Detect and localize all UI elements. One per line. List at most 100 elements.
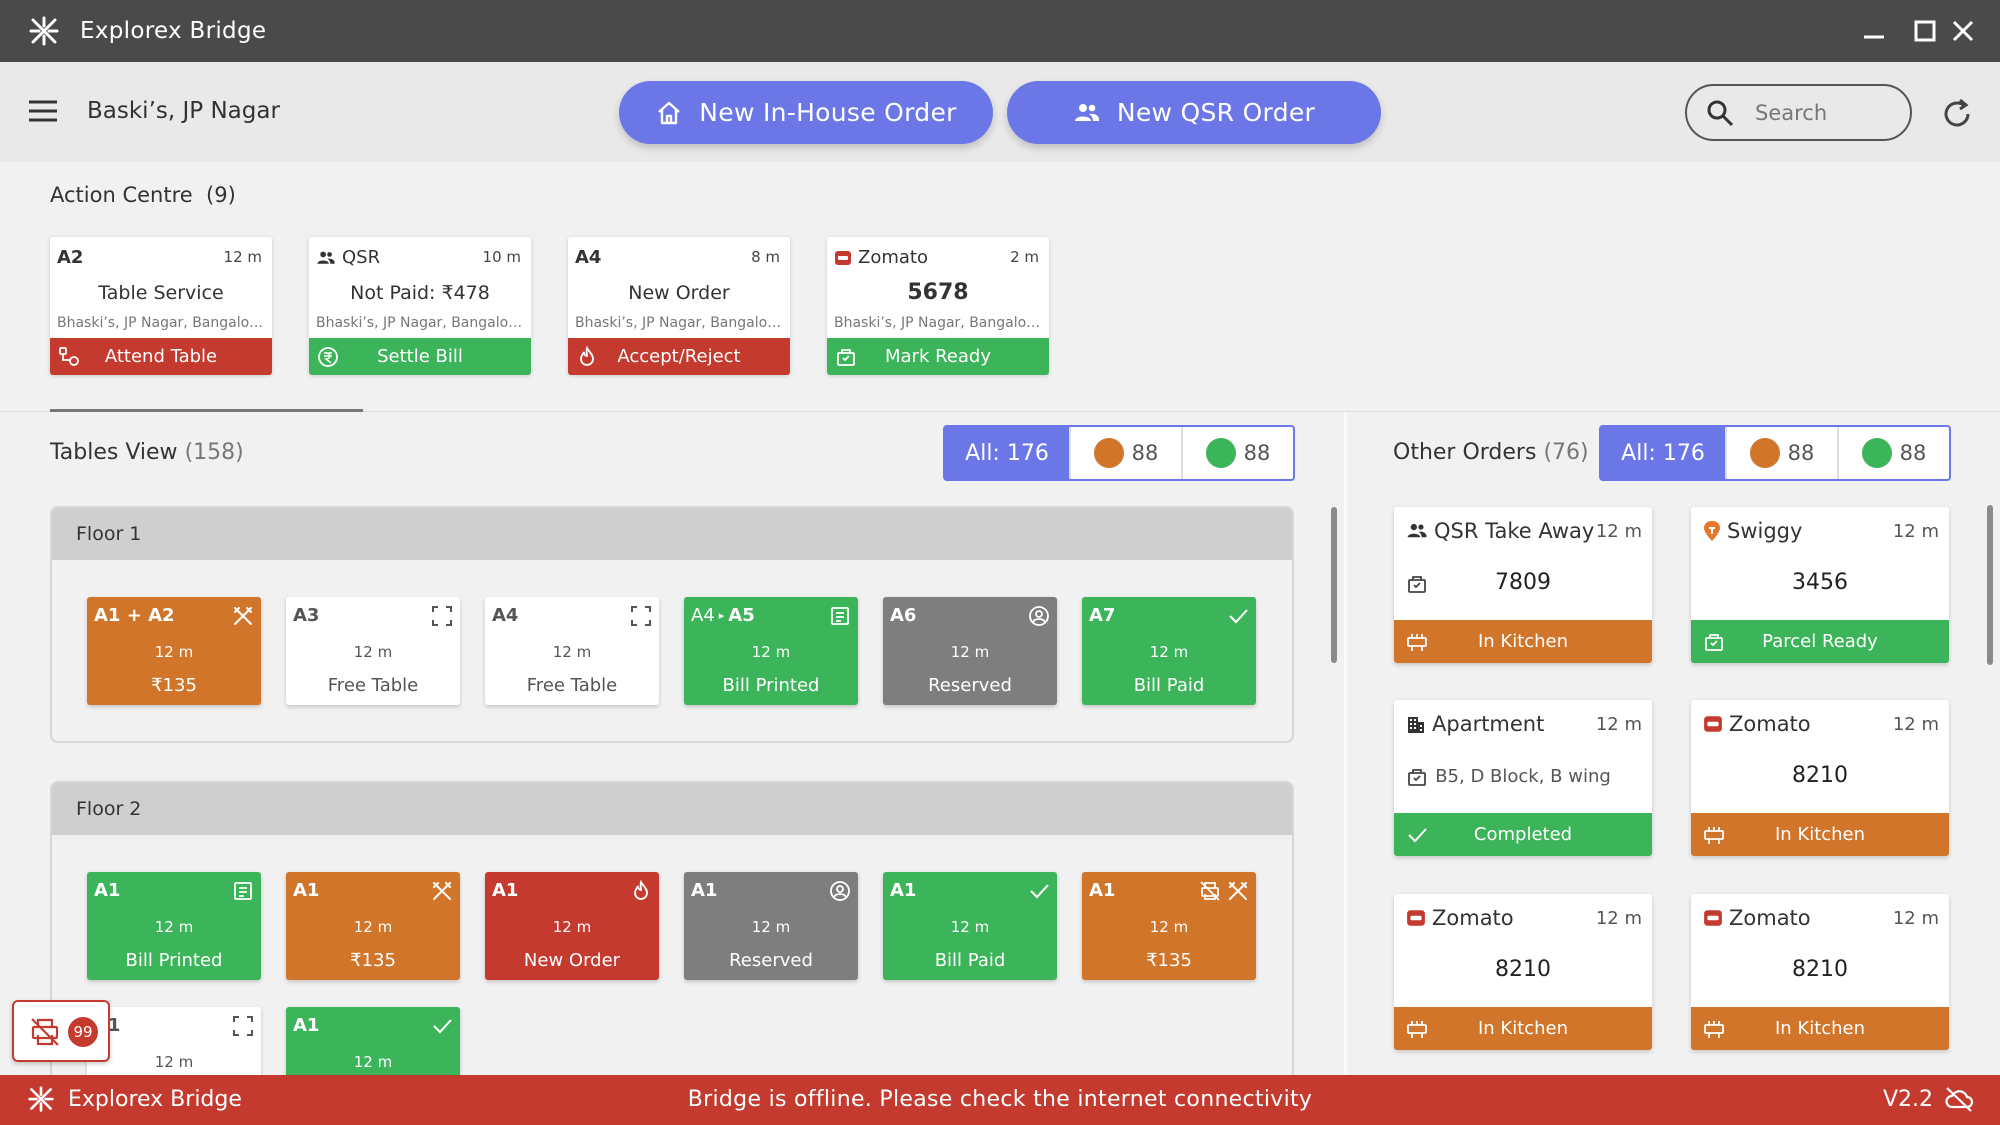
table-status: Bill Printed (722, 675, 820, 696)
table-name: A1 (1089, 880, 1116, 901)
hamburger-menu-icon[interactable] (26, 96, 60, 126)
orders-scrollbar[interactable] (1987, 505, 1993, 665)
action-card-title: Zomato (858, 247, 928, 268)
orders-filter-in-progress[interactable]: 88 (1725, 427, 1837, 479)
action-card-address: Bhaski’s, JP Nagar, Bangalore, Karnataka (834, 315, 1042, 331)
close-icon (1952, 20, 1974, 42)
table-card[interactable]: A1 12 m ₹135 (1082, 872, 1256, 980)
order-status-button[interactable]: In Kitchen (1394, 620, 1652, 663)
table-card[interactable]: A1 12 m ₹135 (286, 872, 460, 980)
settle-bill-button[interactable]: Settle Bill (309, 338, 531, 375)
action-card-a4[interactable]: A4 8 m New Order Bhaski’s, JP Nagar, Ban… (568, 237, 790, 375)
order-card[interactable]: Zomato 12 m 8210 In Kitchen (1691, 894, 1949, 1050)
table-card[interactable]: A1 12 m Reserved (684, 872, 858, 980)
mark-ready-button[interactable]: Mark Ready (827, 338, 1049, 375)
tables-scrollbar[interactable] (1331, 507, 1337, 663)
new-qsr-order-button[interactable]: New QSR Order (1007, 81, 1381, 144)
action-card-zomato[interactable]: Zomato 2 m 5678 Bhaski’s, JP Nagar, Bang… (827, 237, 1049, 375)
accept-reject-button[interactable]: Accept/Reject (568, 338, 790, 375)
order-status-label: In Kitchen (1477, 1018, 1569, 1039)
fire-icon (580, 346, 594, 366)
expand-icon (630, 605, 652, 627)
tables-filter-all[interactable]: All: 176 (945, 427, 1069, 479)
search-box[interactable] (1685, 84, 1912, 141)
table-name: A1 (94, 880, 121, 901)
close-button[interactable] (1947, 15, 1979, 47)
table-card[interactable]: A1 + A2 12 m ₹135 (87, 597, 261, 705)
cooking-icon (1704, 827, 1724, 844)
new-qsr-order-label: New QSR Order (1116, 98, 1316, 127)
other-orders-count: (76) (1543, 440, 1589, 465)
action-card-a2[interactable]: A2 12 m Table Service Bhaski’s, JP Nagar… (50, 237, 272, 375)
table-card[interactable]: A1 12 m (87, 1007, 261, 1075)
order-number: 8210 (1495, 957, 1551, 982)
zomato-icon (1704, 910, 1722, 926)
table-card[interactable]: A3 12 m Free Table (286, 597, 460, 705)
search-input[interactable] (1755, 100, 1895, 125)
table-status: Reserved (928, 675, 1012, 696)
tables-filter-occupied[interactable]: 88 (1069, 427, 1181, 479)
receipt-icon (232, 880, 254, 902)
order-status-button[interactable]: Completed (1394, 813, 1652, 856)
action-card-qsr[interactable]: QSR 10 m Not Paid: ₹478 Bhaski’s, JP Nag… (309, 237, 531, 375)
attend-table-button[interactable]: Attend Table (50, 338, 272, 375)
table-card[interactable]: A1 12 m New Order (485, 872, 659, 980)
refresh-icon[interactable] (1940, 97, 1974, 131)
table-time: 12 m (751, 643, 791, 661)
floor-1-header: Floor 1 (52, 508, 1292, 560)
order-card[interactable]: Zomato 12 m 8210 In Kitchen (1691, 700, 1949, 856)
table-time: 12 m (950, 918, 990, 936)
table-card[interactable]: A1 12 m Bill Printed (87, 872, 261, 980)
action-card-title: A4 (575, 247, 602, 268)
order-status-button[interactable]: In Kitchen (1691, 813, 1949, 856)
table-card[interactable]: A4 ▸ A5 12 m Bill Printed (684, 597, 858, 705)
check-icon (1227, 605, 1249, 627)
search-icon (1707, 100, 1734, 126)
table-card[interactable]: A1 12 m (286, 1007, 460, 1075)
table-time: 12 m (751, 918, 791, 936)
action-card-head: QSR (316, 247, 380, 268)
order-card-time: 12 m (1892, 521, 1939, 542)
table-name-secondary: A5 (728, 605, 755, 626)
explorex-logo-icon (29, 16, 59, 46)
orders-filter-all[interactable]: All: 176 (1601, 427, 1725, 479)
window-title: Explorex Bridge (80, 18, 267, 44)
new-inhouse-order-button[interactable]: New In-House Order (619, 81, 993, 144)
table-card[interactable]: A1 12 m Bill Paid (883, 872, 1057, 980)
building-icon (1408, 717, 1424, 733)
order-card[interactable]: QSR Take Away 12 m 7809 In Kitchen (1394, 507, 1652, 663)
user-circle-icon (829, 880, 851, 902)
order-card-title: Zomato (1729, 712, 1811, 736)
printer-off-icon (31, 1018, 59, 1046)
order-status-button[interactable]: In Kitchen (1691, 1007, 1949, 1050)
action-centre-count: (9) (206, 183, 236, 207)
order-status-label: In Kitchen (1774, 824, 1866, 845)
cutlery-icon (1229, 882, 1247, 900)
table-name-primary: A4 (691, 605, 715, 626)
printer-offline-badge[interactable]: 99 (12, 1000, 110, 1062)
table-card[interactable]: A6 12 m Reserved (883, 597, 1057, 705)
table-name: A4 ▸ A5 (691, 605, 755, 626)
action-centre-scroll-indicator[interactable] (50, 409, 363, 412)
order-status-button[interactable]: Parcel Ready (1691, 620, 1949, 663)
orders-filter-done[interactable]: 88 (1837, 427, 1949, 479)
receipt-icon (829, 605, 851, 627)
table-time: 12 m (353, 918, 393, 936)
order-card[interactable]: Zomato 12 m 8210 In Kitchen (1394, 894, 1652, 1050)
table-card[interactable]: A7 12 m Bill Paid (1082, 597, 1256, 705)
home-icon (658, 101, 681, 124)
minimize-button[interactable] (1858, 15, 1890, 47)
zomato-icon (835, 250, 851, 265)
zomato-icon (1704, 716, 1722, 732)
action-card-address: Bhaski’s, JP Nagar, Bangalore, Karnataka (316, 315, 524, 331)
table-time: 12 m (950, 643, 990, 661)
explorex-logo-icon (28, 1086, 54, 1112)
orders-filter: All: 176 88 88 (1599, 425, 1951, 481)
order-card[interactable]: Apartment 12 m B5, D Block, B wing Compl… (1394, 700, 1652, 856)
order-card[interactable]: Swiggy 12 m 3456 Parcel Ready (1691, 507, 1949, 663)
tables-filter-paid[interactable]: 88 (1181, 427, 1293, 479)
table-card[interactable]: A4 12 m Free Table (485, 597, 659, 705)
maximize-button[interactable] (1909, 15, 1941, 47)
order-status-button[interactable]: In Kitchen (1394, 1007, 1652, 1050)
action-card-title: QSR (342, 247, 381, 268)
